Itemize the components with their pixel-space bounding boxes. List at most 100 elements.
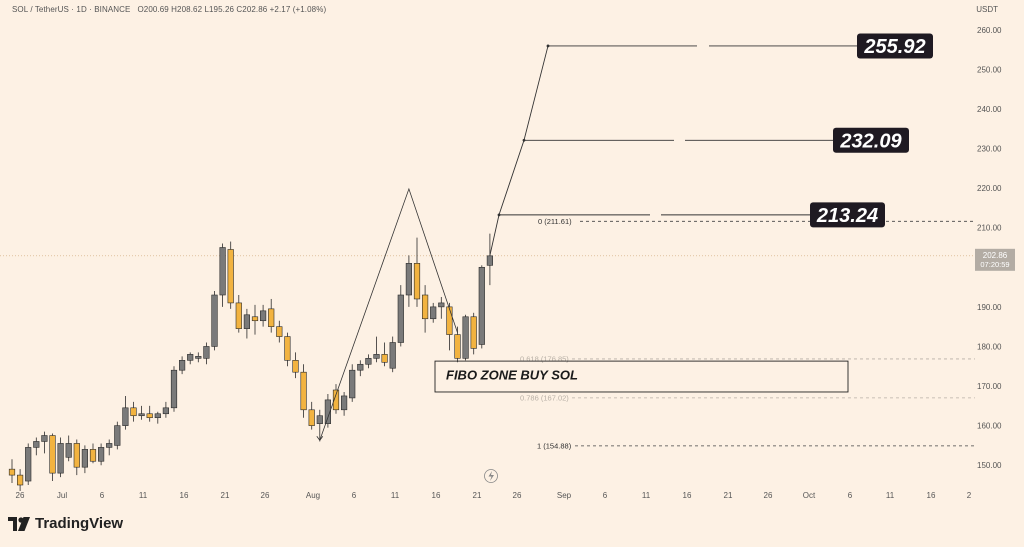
x-tick-label: Sep <box>557 491 572 500</box>
candle <box>179 356 186 375</box>
candle <box>203 342 210 365</box>
candle <box>349 364 356 402</box>
candle <box>332 384 340 414</box>
x-tick-label: 16 <box>432 491 441 500</box>
price-tag-value: 202.86 <box>983 251 1008 260</box>
candle-body <box>195 356 202 359</box>
x-tick-label: 21 <box>724 491 733 500</box>
candle <box>340 391 348 416</box>
x-tick-label: 6 <box>603 491 608 500</box>
y-tick-label: 230.00 <box>977 145 1002 154</box>
candle <box>33 437 40 456</box>
candle <box>413 237 421 307</box>
candle <box>405 255 413 307</box>
candle-body <box>397 294 404 343</box>
candle <box>438 296 445 319</box>
zone-label: FIBO ZONE BUY SOL <box>446 368 578 383</box>
y-tick-label: 220.00 <box>977 184 1002 193</box>
candle <box>276 320 283 343</box>
x-tick-label: 26 <box>513 491 522 500</box>
candle <box>41 431 48 454</box>
candle-body <box>365 358 372 365</box>
x-tick-label: Oct <box>803 491 816 500</box>
symbol-name: SOL / TetherUS · 1D · BINANCE <box>12 5 131 14</box>
candle <box>170 366 178 412</box>
candle <box>98 443 105 466</box>
candle <box>300 364 307 418</box>
candle <box>397 285 404 347</box>
candle-body <box>57 443 64 474</box>
candle <box>138 405 145 420</box>
candle <box>292 352 299 379</box>
candle <box>73 439 80 476</box>
candle-body <box>486 255 494 266</box>
candle-body <box>114 425 121 446</box>
candle <box>227 241 234 309</box>
y-tick-label: 170.00 <box>977 382 1002 391</box>
price-tag-countdown: 07:20:59 <box>980 260 1009 269</box>
candle-body <box>462 316 469 359</box>
candle-body <box>373 354 380 359</box>
candle <box>365 354 372 369</box>
x-tick-label: 11 <box>642 491 651 500</box>
candle <box>316 409 323 442</box>
candle <box>49 433 56 482</box>
candle-body <box>16 474 24 486</box>
candle-body <box>413 263 421 300</box>
target-label: 232.09 <box>833 127 909 153</box>
candle-body <box>357 363 364 371</box>
candle <box>146 405 153 422</box>
candle <box>162 401 170 418</box>
target-label: 255.92 <box>857 33 933 59</box>
zone-box <box>434 360 849 393</box>
x-tick-label: 26 <box>16 491 25 500</box>
y-tick-label: 150.00 <box>977 461 1002 470</box>
fib-level-label: 0 (211.61) <box>538 217 572 226</box>
candle <box>16 469 24 491</box>
x-tick-label: Jul <box>57 491 67 500</box>
candle-body <box>170 369 178 409</box>
candle <box>89 443 97 464</box>
candle <box>470 312 477 355</box>
candle <box>446 302 453 351</box>
candle-body <box>276 326 283 337</box>
y-tick-label: 180.00 <box>977 342 1002 351</box>
fibo-buy-zone: FIBO ZONE BUY SOL <box>434 360 849 393</box>
candle-body <box>98 447 105 462</box>
x-tick-label: 6 <box>352 491 357 500</box>
x-tick-label: 16 <box>927 491 936 500</box>
candle <box>486 233 494 286</box>
candle-body <box>122 407 129 426</box>
candle <box>57 437 64 478</box>
ohlc-readout: O200.69 H208.62 L195.26 C202.86 +2.17 (+… <box>137 5 327 14</box>
target-label: 213.24 <box>810 202 885 228</box>
lightning-icon[interactable] <box>484 469 498 483</box>
candle <box>8 459 16 484</box>
candle <box>25 443 32 485</box>
x-tick-label: 16 <box>180 491 189 500</box>
candle <box>251 304 259 335</box>
candle <box>154 411 161 424</box>
candle <box>219 243 226 307</box>
fib-level-label: 0.618 (176.85) <box>520 354 569 363</box>
tradingview-icon <box>8 516 30 531</box>
candle-body <box>454 334 461 359</box>
candle-body <box>203 346 210 359</box>
candle-body <box>219 247 226 296</box>
candle <box>122 395 129 430</box>
y-tick-label: 250.00 <box>977 65 1002 74</box>
target-label-text: 232.09 <box>839 130 902 152</box>
fib-level-label: 1 (154.88) <box>537 441 572 450</box>
tradingview-logo[interactable]: TradingView <box>8 515 123 532</box>
candle-body <box>405 263 413 296</box>
y-tick-label: 210.00 <box>977 224 1002 233</box>
candle-body <box>438 302 445 308</box>
x-tick-label: 2 <box>967 491 972 500</box>
candle-body <box>316 415 323 424</box>
candle-body <box>340 395 348 411</box>
candle <box>308 401 315 430</box>
candle-body <box>251 316 259 322</box>
target-label-box <box>857 33 933 59</box>
x-tick-label: 26 <box>764 491 773 500</box>
